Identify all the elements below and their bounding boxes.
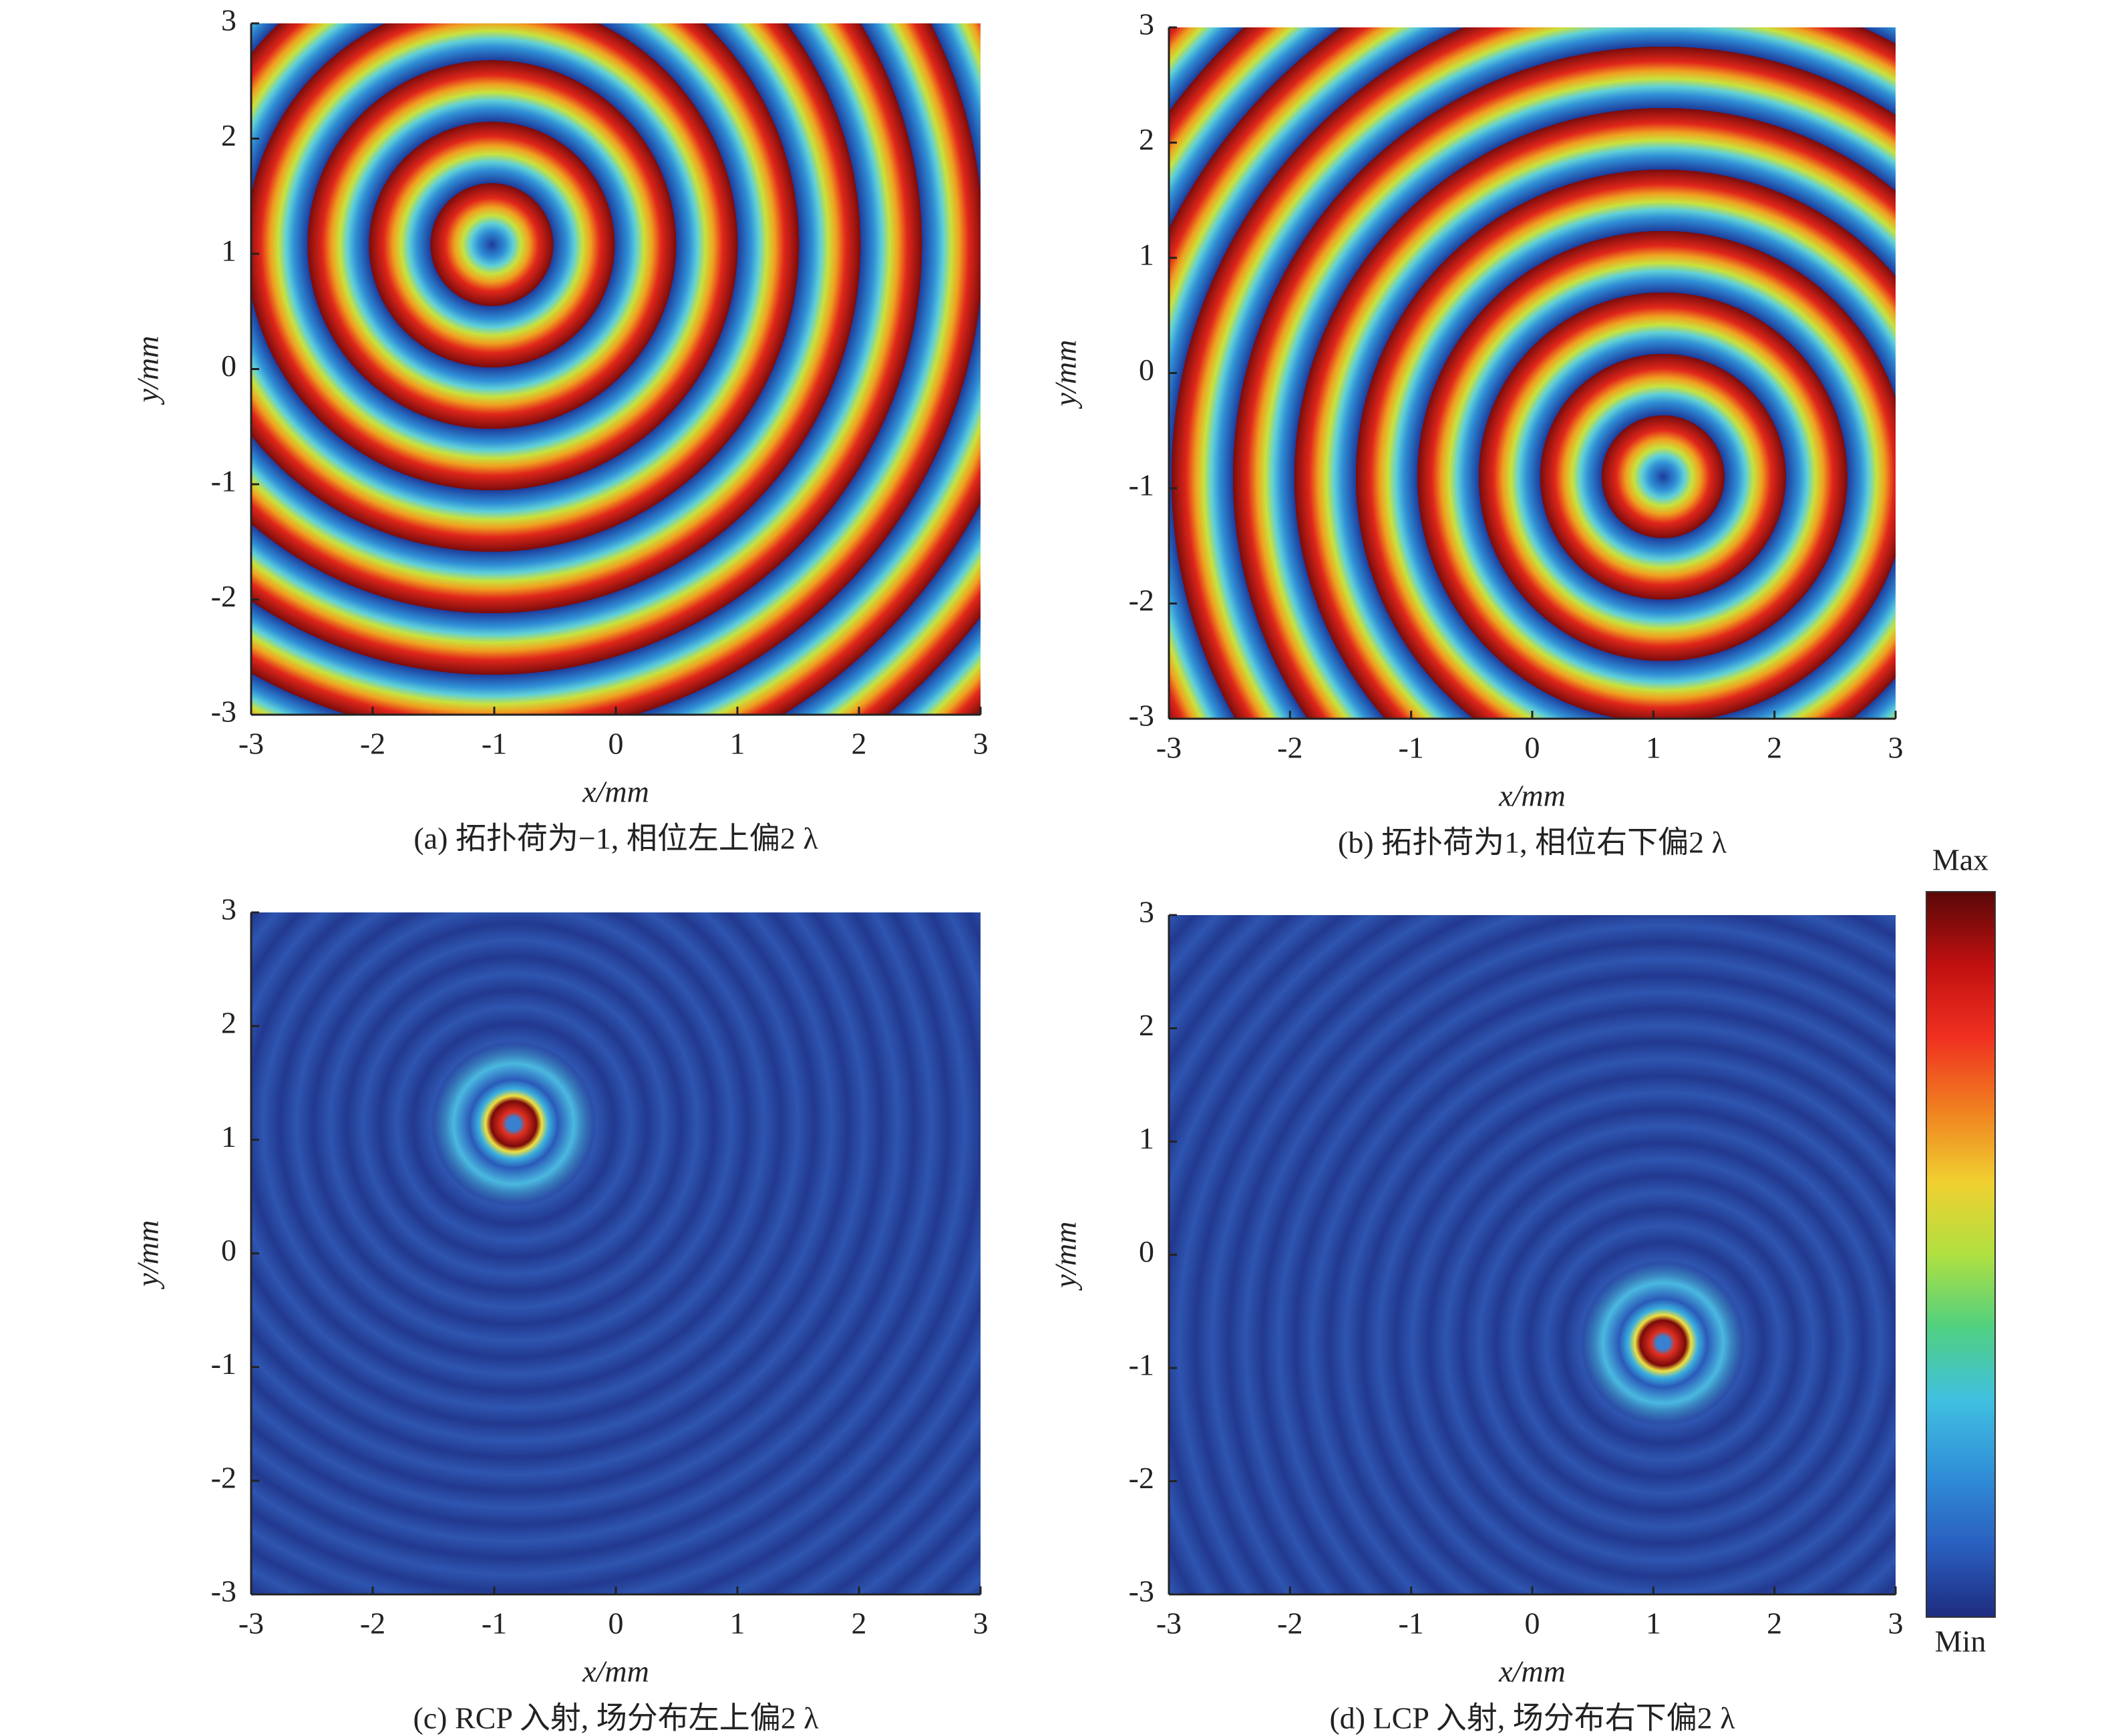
y-tick-label: -1	[1129, 1348, 1154, 1382]
caption: (c) RCP 入射, 场分布左上偏2 λ	[413, 1701, 819, 1735]
y-tick-label: -3	[1129, 699, 1154, 733]
colorbar	[1926, 891, 1996, 1618]
y-tick-label: 3	[1139, 7, 1154, 41]
y-tick-label: 2	[221, 118, 236, 152]
x-tick-label: -3	[238, 727, 264, 761]
x-tick-label: -1	[1399, 1606, 1424, 1640]
caption: (a) 拓扑荷为−1, 相位左上偏2 λ	[413, 822, 818, 856]
y-tick-label: -3	[211, 1574, 236, 1608]
x-tick-label: 2	[852, 727, 867, 761]
intensity-map	[251, 912, 981, 1594]
y-tick-label: -1	[211, 464, 236, 498]
y-tick-label: 0	[1139, 353, 1154, 387]
x-tick-label: -2	[1277, 731, 1302, 765]
x-tick-label: -1	[1399, 731, 1424, 765]
y-tick-label: 1	[221, 234, 236, 268]
caption: (b) 拓扑荷为1, 相位右下偏2 λ	[1338, 826, 1727, 860]
x-tick-label: 3	[973, 1606, 989, 1640]
y-tick-label: 1	[221, 1119, 236, 1154]
x-tick-label: 3	[1888, 1606, 1904, 1640]
x-tick-label: 0	[608, 727, 624, 761]
caption: (d) LCP 入射, 场分布右下偏2 λ	[1329, 1701, 1735, 1735]
x-tick-label: -3	[1156, 1606, 1182, 1640]
y-axis-label: y/mm	[131, 336, 165, 405]
intensity-map	[1169, 915, 1896, 1594]
x-tick-label: -1	[482, 1606, 507, 1640]
y-tick-label: 2	[1139, 1008, 1154, 1042]
colorbar-max-label: Max	[1932, 843, 1988, 877]
x-tick-label: 2	[1767, 1606, 1782, 1640]
y-tick-label: 0	[1139, 1234, 1154, 1268]
y-tick-label: 3	[1139, 895, 1154, 929]
y-tick-label: 1	[1139, 1121, 1154, 1156]
y-tick-label: -2	[211, 579, 236, 613]
x-tick-label: 3	[1888, 731, 1904, 765]
x-tick-label: -2	[360, 1606, 385, 1640]
y-tick-label: 3	[221, 3, 236, 37]
y-axis-label: y/mm	[131, 1220, 165, 1290]
x-axis-label: x/mm	[1498, 779, 1566, 813]
x-tick-label: 0	[1525, 1606, 1540, 1640]
x-tick-label: 1	[1646, 1606, 1661, 1640]
x-tick-label: 0	[608, 1606, 624, 1640]
phase-map	[251, 23, 981, 715]
y-tick-label: -1	[211, 1347, 236, 1381]
y-tick-label: 3	[221, 892, 236, 926]
x-tick-label: -3	[1156, 731, 1182, 765]
y-tick-label: -3	[1129, 1574, 1154, 1608]
y-tick-label: 1	[1139, 238, 1154, 272]
x-axis-label: x/mm	[582, 1655, 649, 1689]
y-axis-label: y/mm	[1049, 340, 1083, 409]
x-tick-label: 3	[973, 727, 989, 761]
y-axis-label: y/mm	[1049, 1222, 1083, 1291]
y-tick-label: -1	[1129, 468, 1154, 502]
phase-map	[1169, 27, 1896, 719]
x-axis-label: x/mm	[1498, 1655, 1566, 1689]
y-tick-label: -3	[211, 695, 236, 729]
x-tick-label: 1	[730, 1606, 745, 1640]
x-axis-label: x/mm	[582, 775, 649, 809]
y-tick-label: 2	[1139, 122, 1154, 156]
x-tick-label: -3	[238, 1606, 264, 1640]
y-tick-label: 2	[221, 1006, 236, 1040]
colorbar-min-label: Min	[1935, 1624, 1986, 1659]
y-tick-label: 0	[221, 349, 236, 383]
x-tick-label: -2	[1277, 1606, 1302, 1640]
x-tick-label: -2	[360, 727, 385, 761]
y-tick-label: -2	[211, 1460, 236, 1494]
x-tick-label: 2	[852, 1606, 867, 1640]
x-tick-label: 2	[1767, 731, 1782, 765]
y-tick-label: 0	[221, 1233, 236, 1267]
y-tick-label: -2	[1129, 1461, 1154, 1495]
y-tick-label: -2	[1129, 583, 1154, 617]
x-tick-label: 1	[1646, 731, 1661, 765]
x-tick-label: 0	[1525, 731, 1540, 765]
x-tick-label: 1	[730, 727, 745, 761]
x-tick-label: -1	[482, 727, 507, 761]
